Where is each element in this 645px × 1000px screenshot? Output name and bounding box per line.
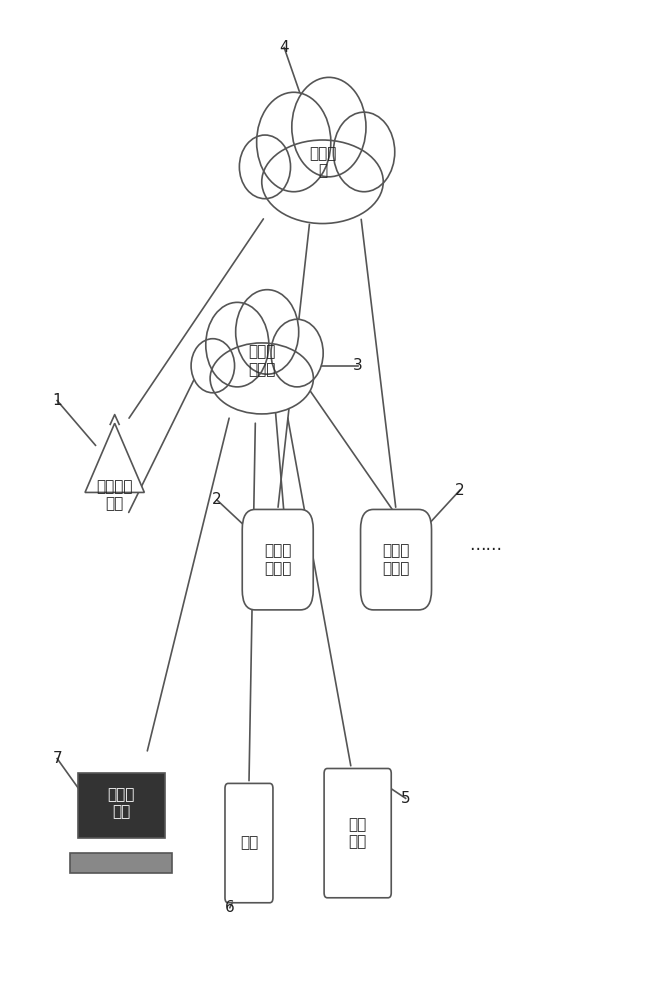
Text: 机载北斗
设备: 机载北斗 设备 xyxy=(97,479,133,511)
Polygon shape xyxy=(85,423,144,492)
Text: 5: 5 xyxy=(401,791,410,806)
Text: 手机: 手机 xyxy=(240,836,258,851)
Text: 平板
电脑: 平板 电脑 xyxy=(348,817,367,849)
Ellipse shape xyxy=(210,343,313,414)
Ellipse shape xyxy=(333,112,395,192)
Text: ……: …… xyxy=(469,536,502,554)
Text: 6: 6 xyxy=(225,900,235,915)
Ellipse shape xyxy=(271,319,323,387)
Ellipse shape xyxy=(239,135,290,199)
Text: 地面北
斗设备: 地面北 斗设备 xyxy=(382,543,410,576)
Bar xyxy=(70,853,172,873)
FancyBboxPatch shape xyxy=(225,783,273,903)
Ellipse shape xyxy=(235,290,299,374)
Text: 4: 4 xyxy=(279,40,289,55)
Text: 3: 3 xyxy=(353,358,362,373)
Ellipse shape xyxy=(262,140,383,224)
Text: 1: 1 xyxy=(52,393,62,408)
Ellipse shape xyxy=(292,77,366,177)
Text: 笔记本
电脑: 笔记本 电脑 xyxy=(107,787,135,820)
Ellipse shape xyxy=(257,92,331,192)
FancyBboxPatch shape xyxy=(243,509,313,610)
Text: 数据处
理平台: 数据处 理平台 xyxy=(248,345,275,377)
Bar xyxy=(77,773,164,838)
Ellipse shape xyxy=(191,339,235,393)
Text: 2: 2 xyxy=(455,483,465,498)
FancyBboxPatch shape xyxy=(324,768,392,898)
Ellipse shape xyxy=(206,302,269,387)
Text: 北斗卫
星: 北斗卫 星 xyxy=(309,146,336,178)
FancyBboxPatch shape xyxy=(361,509,432,610)
Text: 地面北
斗设备: 地面北 斗设备 xyxy=(264,543,292,576)
Text: 7: 7 xyxy=(52,751,62,766)
Text: 2: 2 xyxy=(212,492,222,507)
